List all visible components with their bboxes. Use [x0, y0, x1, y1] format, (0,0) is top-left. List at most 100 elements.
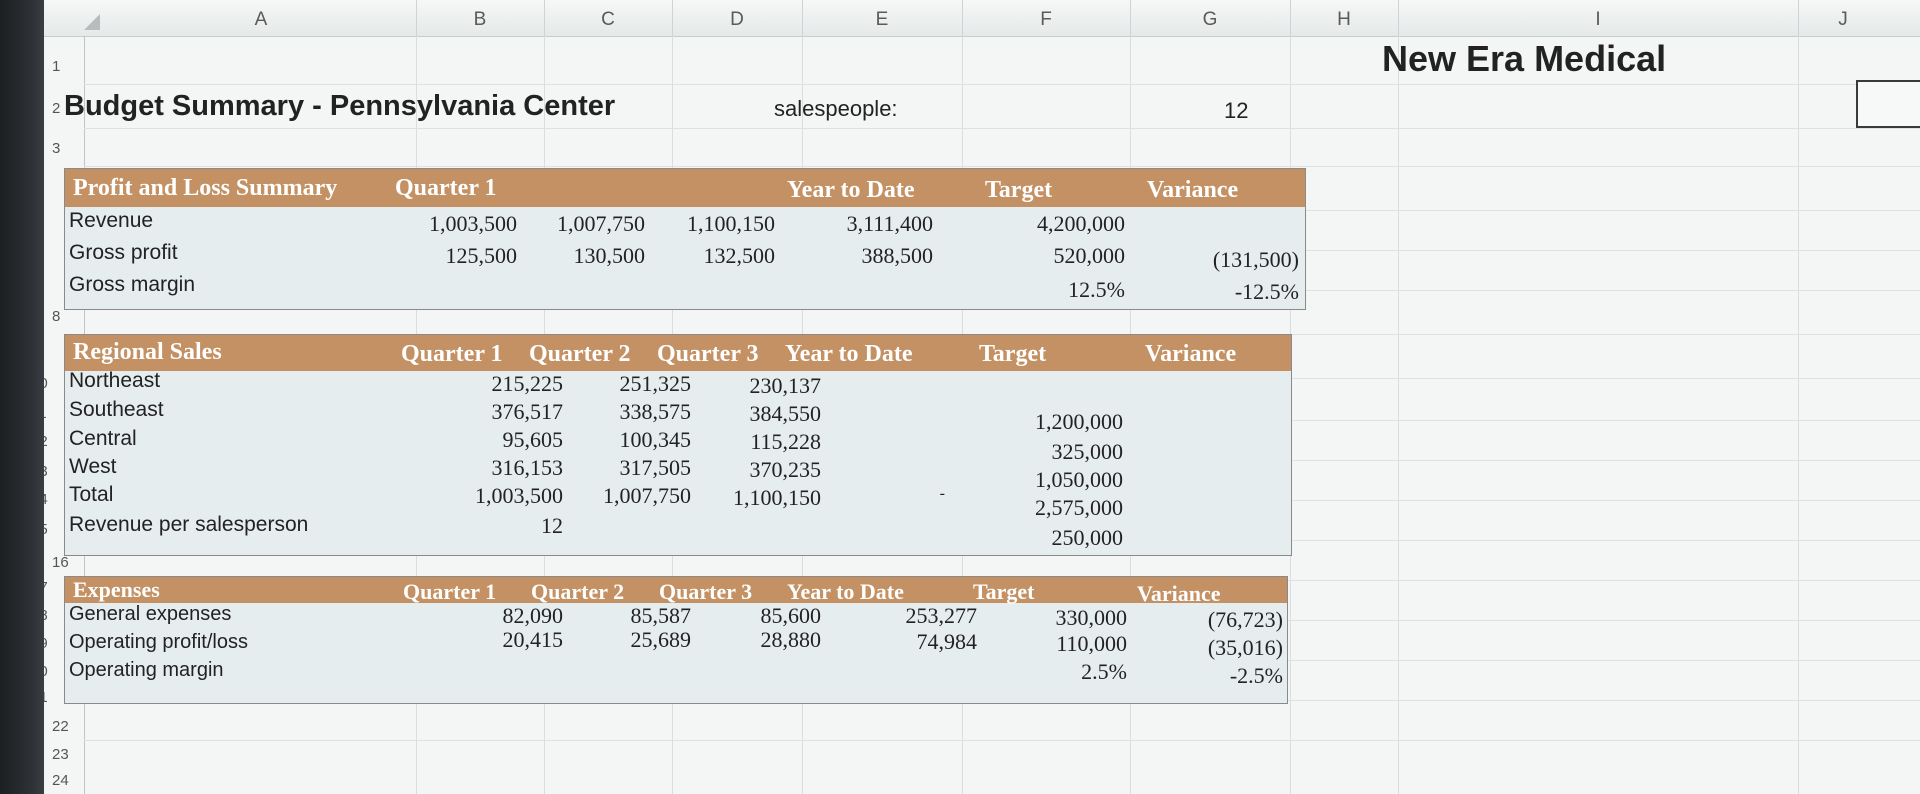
- row-label-operating-margin[interactable]: Operating margin: [69, 659, 224, 681]
- row-label-revenue-per-salesperson[interactable]: Revenue per salesperson: [69, 513, 309, 536]
- header-year-to-date[interactable]: Year to Date: [787, 579, 904, 604]
- header-quarter-2[interactable]: Quarter 2: [531, 579, 625, 604]
- row-header[interactable]: 7: [44, 279, 61, 296]
- header-quarter-1[interactable]: Quarter 1: [401, 341, 503, 367]
- cell-west-q3[interactable]: 370,235: [749, 457, 822, 482]
- header-variance[interactable]: Variance: [1137, 581, 1221, 606]
- header-variance[interactable]: Variance: [1145, 341, 1237, 367]
- row-header[interactable]: 8: [52, 308, 61, 325]
- row-label-southeast[interactable]: Southeast: [69, 398, 164, 421]
- cell-revenue-target[interactable]: 4,200,000: [1037, 211, 1125, 236]
- cell-central-q2[interactable]: 100,345: [619, 427, 692, 452]
- cell-gross-profit-q3[interactable]: 132,500: [703, 243, 776, 268]
- header-regional-sales[interactable]: Regional Sales: [73, 339, 222, 365]
- row-header[interactable]: 1: [52, 58, 61, 75]
- column-header-g[interactable]: G: [1130, 0, 1291, 36]
- header-year-to-date[interactable]: Year to Date: [785, 341, 913, 367]
- cell-gross-profit-ytd[interactable]: 388,500: [861, 243, 934, 268]
- cell-northeast-q2[interactable]: 251,325: [619, 371, 692, 396]
- cell-gross-profit-target[interactable]: 520,000: [1053, 243, 1126, 268]
- cell-gross-margin-variance[interactable]: -12.5%: [1234, 279, 1299, 304]
- cell-operating-profit-variance[interactable]: (35,016): [1207, 635, 1283, 660]
- company-name[interactable]: New Era Medical: [1382, 38, 1667, 79]
- cell-revenue-q2[interactable]: 1,007,750: [557, 211, 645, 236]
- row-header[interactable]: 16: [52, 554, 69, 571]
- page-title[interactable]: Budget Summary - Pennsylvania Center: [64, 90, 616, 122]
- row-header[interactable]: 21: [44, 689, 61, 706]
- cell-general-expenses-q2[interactable]: 85,587: [630, 603, 692, 628]
- cell-southeast-q3[interactable]: 384,550: [749, 401, 822, 426]
- row-header[interactable]: 24: [52, 772, 69, 789]
- row-header[interactable]: 9: [44, 345, 61, 362]
- salespeople-value[interactable]: 12: [1224, 98, 1249, 123]
- row-label-total[interactable]: Total: [69, 483, 114, 506]
- cell-central-q1[interactable]: 95,605: [502, 427, 564, 452]
- cell-west-q2[interactable]: 317,505: [619, 455, 692, 480]
- header-profit-loss[interactable]: Profit and Loss Summary: [73, 175, 338, 201]
- column-header-d[interactable]: D: [672, 0, 803, 36]
- cell-gross-margin-target[interactable]: 12.5%: [1068, 277, 1125, 302]
- cell-operating-margin-target[interactable]: 2.5%: [1081, 659, 1127, 684]
- cell-operating-profit-target[interactable]: 110,000: [1056, 631, 1127, 656]
- cell-total-ytd[interactable]: -: [939, 485, 945, 502]
- row-header[interactable]: 4: [44, 183, 61, 200]
- cell-southeast-target[interactable]: 1,200,000: [1035, 409, 1123, 434]
- cell-gross-profit-q1[interactable]: 125,500: [445, 243, 518, 268]
- cell-revenue-ytd[interactable]: 3,111,400: [846, 211, 933, 236]
- cell-total-q2[interactable]: 1,007,750: [603, 483, 691, 508]
- row-header[interactable]: 18: [44, 607, 61, 624]
- column-header-b[interactable]: B: [416, 0, 545, 36]
- cell-southeast-q1[interactable]: 376,517: [491, 399, 564, 424]
- cell-revenue-per-salesperson-target[interactable]: 250,000: [1051, 525, 1124, 550]
- row-header[interactable]: 6: [44, 249, 61, 266]
- cell-general-expenses-q1[interactable]: 82,090: [502, 603, 564, 628]
- column-header-a[interactable]: A: [106, 0, 417, 36]
- header-quarter-1[interactable]: Quarter 1: [403, 579, 497, 604]
- row-label-northeast[interactable]: Northeast: [69, 369, 161, 392]
- cell-central-target[interactable]: 325,000: [1051, 439, 1124, 464]
- row-header[interactable]: 22: [52, 718, 69, 735]
- row-label-gross-profit[interactable]: Gross profit: [69, 241, 178, 264]
- cell-total-q3[interactable]: 1,100,150: [733, 485, 821, 510]
- cell-operating-profit-q2[interactable]: 25,689: [630, 627, 692, 652]
- cell-gross-profit-q2[interactable]: 130,500: [573, 243, 646, 268]
- cell-general-expenses-target[interactable]: 330,000: [1055, 605, 1128, 630]
- cell-revenue-q1[interactable]: 1,003,500: [429, 211, 517, 236]
- row-label-west[interactable]: West: [69, 455, 117, 478]
- header-year-to-date[interactable]: Year to Date: [787, 177, 915, 203]
- row-header[interactable]: 19: [44, 635, 61, 652]
- row-header[interactable]: 17: [44, 579, 61, 596]
- header-target[interactable]: Target: [985, 177, 1053, 203]
- header-variance[interactable]: Variance: [1147, 177, 1239, 203]
- row-header[interactable]: 5: [44, 217, 61, 234]
- header-quarter-2[interactable]: Quarter 2: [529, 341, 631, 367]
- cell-southeast-q2[interactable]: 338,575: [619, 399, 692, 424]
- cell-northeast-q1[interactable]: 215,225: [491, 371, 564, 396]
- cell-gross-profit-variance[interactable]: (131,500): [1212, 247, 1299, 272]
- cell-operating-profit-ytd[interactable]: 74,984: [916, 629, 978, 654]
- cell-northeast-q3[interactable]: 230,137: [749, 373, 822, 398]
- cell-operating-margin-variance[interactable]: -2.5%: [1229, 663, 1283, 688]
- cell-total-q1[interactable]: 1,003,500: [475, 483, 563, 508]
- row-label-general-expenses[interactable]: General expenses: [69, 603, 232, 625]
- row-label-gross-margin[interactable]: Gross margin: [69, 273, 196, 296]
- header-quarter-3[interactable]: Quarter 3: [657, 341, 759, 367]
- header-target[interactable]: Target: [979, 341, 1047, 367]
- cell-central-q3[interactable]: 115,228: [750, 429, 821, 454]
- cell-operating-profit-q3[interactable]: 28,880: [760, 627, 822, 652]
- cell-general-expenses-variance[interactable]: (76,723): [1207, 607, 1283, 632]
- selected-cell-box[interactable]: [1856, 80, 1920, 128]
- header-quarter-1[interactable]: Quarter 1: [395, 175, 497, 201]
- cell-west-q1[interactable]: 316,153: [491, 455, 564, 480]
- column-header-f[interactable]: F: [962, 0, 1131, 36]
- header-expenses[interactable]: Expenses: [73, 577, 160, 602]
- row-header[interactable]: 20: [44, 663, 61, 680]
- cell-general-expenses-ytd[interactable]: 253,277: [905, 603, 978, 628]
- cell-total-target[interactable]: 2,575,000: [1035, 495, 1123, 520]
- column-header-j[interactable]: J: [1838, 9, 1848, 30]
- row-header[interactable]: 15: [44, 521, 61, 538]
- row-label-revenue[interactable]: Revenue: [69, 209, 154, 232]
- column-header-h[interactable]: H: [1290, 0, 1399, 36]
- row-label-central[interactable]: Central: [69, 427, 137, 450]
- row-header[interactable]: 12: [44, 433, 61, 450]
